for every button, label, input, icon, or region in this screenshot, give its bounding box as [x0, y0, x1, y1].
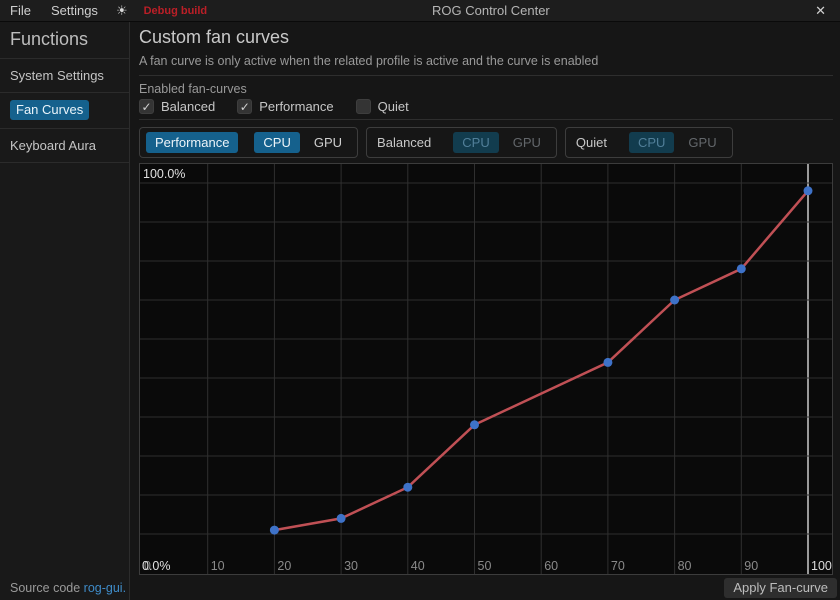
main-panel: Custom fan curves A fan curve is only ac…: [131, 22, 840, 600]
svg-text:100: 100: [811, 559, 832, 573]
svg-text:0: 0: [144, 559, 151, 573]
debug-build-badge: Debug build: [143, 4, 208, 17]
tab-quiet-cpu[interactable]: CPU: [628, 132, 675, 153]
tab-balanced-cpu[interactable]: CPU: [453, 132, 499, 153]
y-axis-max-label: 100.0%: [143, 167, 186, 181]
checkbox-quiet[interactable]: Quiet: [355, 99, 409, 114]
source-code-text: Source code: [10, 581, 81, 595]
page-subtitle: A fan curve is only active when the rela…: [139, 54, 599, 68]
window-title: ROG Control Center: [432, 3, 550, 18]
svg-text:70: 70: [611, 559, 625, 573]
apply-fan-curve-button[interactable]: Apply Fan-curve: [724, 578, 837, 598]
tab-performance-gpu[interactable]: GPU: [313, 135, 343, 150]
fan-curve-chart: 0 10 20 30 40 50 60 70 80 90 100 100.0% 0.0%: [139, 163, 833, 575]
svg-text:30: 30: [344, 559, 358, 573]
checkbox-label: Balanced: [161, 99, 216, 114]
tab-performance-cpu[interactable]: CPU: [254, 132, 300, 153]
tab-performance[interactable]: Performance: [146, 132, 239, 153]
svg-text:50: 50: [478, 559, 492, 573]
checkbox-balanced[interactable]: ✓ Balanced: [139, 99, 215, 114]
svg-text:10: 10: [211, 559, 225, 573]
rog-gui-link[interactable]: rog-gui.: [83, 581, 127, 595]
tab-balanced-gpu[interactable]: GPU: [512, 135, 541, 150]
fan-curve-tab-row: Performance CPU GPU Balanced CPU GPU Qui…: [139, 127, 733, 158]
enabled-checkbox-row: ✓ Balanced ✓ Performance Quiet: [139, 99, 409, 114]
checkbox-label: Quiet: [377, 99, 409, 114]
sidebar-item-keyboard-aura[interactable]: Keyboard Aura: [0, 129, 129, 163]
tab-balanced[interactable]: Balanced: [377, 135, 432, 150]
tab-group-balanced: Balanced CPU GPU: [366, 127, 557, 158]
divider: [139, 75, 833, 76]
sidebar-item-system-settings[interactable]: System Settings: [0, 59, 129, 93]
sidebar-item-label: Keyboard Aura: [10, 138, 97, 153]
divider: [139, 119, 833, 120]
svg-text:20: 20: [277, 559, 291, 573]
menu-settings[interactable]: Settings: [50, 3, 98, 18]
svg-text:40: 40: [411, 559, 425, 573]
tab-quiet-gpu[interactable]: GPU: [688, 135, 717, 150]
titlebar: File Settings ☀ Debug build ROG Control …: [0, 0, 840, 22]
sidebar-item-label: Fan Curves: [10, 100, 90, 120]
fan-curve-plot[interactable]: 0 10 20 30 40 50 60 70 80 90 100: [140, 164, 832, 574]
svg-text:80: 80: [678, 559, 692, 573]
sidebar-item-label: System Settings: [10, 68, 104, 83]
close-icon[interactable]: ✕: [815, 3, 826, 18]
tab-quiet[interactable]: Quiet: [575, 135, 607, 150]
source-code-note: Source code rog-gui.: [10, 581, 126, 595]
menu-file[interactable]: File: [10, 3, 31, 18]
sidebar-header: Functions: [0, 22, 129, 59]
checkbox-performance[interactable]: ✓ Performance: [237, 99, 334, 114]
sidebar: Functions System Settings Fan Curves Key…: [0, 22, 130, 600]
sun-icon[interactable]: ☀: [115, 2, 128, 18]
tab-group-quiet: Quiet CPU GPU: [564, 127, 733, 158]
tab-group-performance: Performance CPU GPU: [139, 127, 359, 158]
sidebar-item-fan-curves[interactable]: Fan Curves: [0, 93, 129, 129]
checkbox-icon[interactable]: [355, 99, 371, 114]
svg-text:60: 60: [544, 559, 558, 573]
y-axis-min-label: 0.0%: [142, 559, 171, 573]
checkbox-icon[interactable]: ✓: [237, 99, 253, 114]
svg-text:90: 90: [744, 559, 758, 573]
checkbox-label: Performance: [259, 99, 334, 114]
page-title: Custom fan curves: [139, 27, 290, 47]
checkbox-icon[interactable]: ✓: [139, 99, 154, 114]
enabled-fan-curves-label: Enabled fan-curves: [139, 82, 247, 96]
